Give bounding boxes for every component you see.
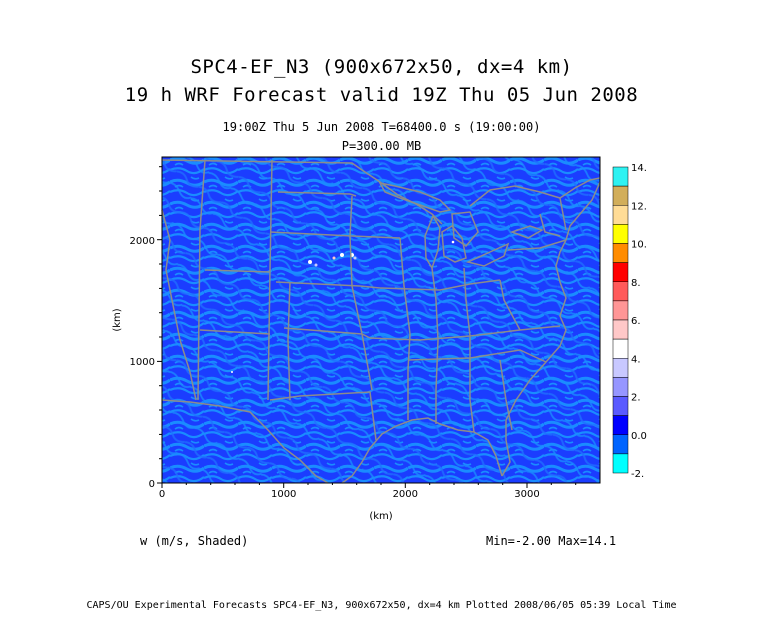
colorbar-label: 6. — [631, 316, 641, 327]
state-line — [399, 237, 411, 420]
mexico-border — [161, 399, 329, 484]
colorbar-label: 14. — [631, 163, 647, 174]
y-tick-label: 0 — [149, 479, 155, 490]
colorbar-swatch — [612, 338, 629, 359]
y-axis-label: (km) — [112, 308, 123, 331]
state-line — [431, 267, 439, 424]
lake-ontario — [509, 225, 544, 239]
state-line — [507, 239, 567, 251]
colorbar-label: 2. — [631, 393, 641, 404]
state-line — [407, 349, 547, 363]
canada-border-west — [161, 159, 443, 225]
atlantic-coast — [501, 181, 601, 477]
plot-title-line-1: SPC4-EF_N3 (900x672x50, dx=4 km) — [190, 56, 573, 78]
geographic-boundaries — [161, 159, 601, 484]
colorbar-swatch — [612, 262, 629, 282]
colorbar-label: -2. — [631, 469, 644, 480]
colorbar-swatch — [612, 224, 629, 244]
colorbar-swatch — [612, 415, 629, 435]
state-line — [539, 213, 561, 237]
field-label: w (m/s, Shaded) — [140, 534, 249, 548]
state-line — [463, 267, 475, 433]
state-line — [204, 269, 271, 273]
gulf-coast — [341, 417, 503, 484]
colorbar-swatch — [612, 377, 629, 397]
y-tick-label: 1000 — [130, 357, 155, 368]
state-line — [277, 191, 357, 197]
canada-border-east — [469, 177, 601, 207]
valid-time-line: 19:00Z Thu 5 Jun 2008 T=68400.0 s (19:00… — [222, 120, 541, 134]
colorbar-swatch — [612, 281, 629, 302]
state-line — [499, 279, 521, 331]
state-line — [269, 231, 401, 239]
x-axis-label: (km) — [369, 511, 392, 522]
colorbar-label: 4. — [631, 354, 641, 365]
colorbar-swatch — [612, 434, 629, 455]
colorbar-swatch — [612, 396, 629, 416]
colorbar-swatch — [612, 453, 629, 474]
x-axis — [161, 483, 577, 488]
colorbar-swatch — [612, 300, 629, 321]
lake-superior — [378, 181, 452, 213]
state-line — [275, 281, 381, 289]
x-tick-label: 3000 — [514, 489, 539, 500]
state-line — [559, 197, 567, 231]
michigan-lower-peninsula — [441, 225, 467, 263]
y-axis — [157, 166, 162, 484]
colorbar-swatch — [612, 185, 629, 206]
state-line — [269, 391, 377, 441]
state-line — [379, 279, 501, 291]
plot-title-line-2: 19 h WRF Forecast valid 19Z Thu 05 Jun 2… — [124, 84, 639, 106]
pacific-coast — [161, 209, 197, 401]
colorbar-label: 10. — [631, 240, 647, 251]
map-plot-area — [161, 156, 601, 484]
x-tick-label: 2000 — [393, 489, 418, 500]
colorbar-label: 8. — [631, 278, 641, 289]
y-tick-label: 2000 — [130, 236, 155, 247]
lake-erie — [465, 242, 510, 267]
colorbar-swatch — [612, 243, 629, 263]
w-field-pattern-2 — [162, 157, 600, 483]
state-line — [199, 329, 271, 335]
state-line — [499, 359, 513, 431]
state-line — [349, 195, 373, 391]
colorbar-label: 12. — [631, 201, 647, 212]
colorbar-swatch — [612, 319, 629, 340]
x-tick-label: 0 — [159, 489, 165, 500]
lake-huron — [451, 211, 479, 247]
plot-credit: CAPS/OU Experimental Forecasts SPC4-EF_N… — [86, 600, 677, 611]
colorbar: 14. 12. 10. 8. 6. 4. 2. 0.0 -2. — [612, 163, 647, 480]
state-line — [197, 159, 206, 401]
colorbar-swatch — [612, 205, 629, 225]
pressure-level: P=300.00 MB — [341, 139, 422, 153]
state-line — [267, 159, 273, 401]
x-tick-label: 1000 — [271, 489, 296, 500]
min-max-stats: Min=-2.00 Max=14.1 — [486, 534, 617, 548]
colorbar-swatch — [612, 358, 629, 378]
colorbar-swatch — [612, 166, 629, 187]
state-line — [287, 281, 291, 401]
colorbar-label: 0.0 — [631, 431, 647, 442]
